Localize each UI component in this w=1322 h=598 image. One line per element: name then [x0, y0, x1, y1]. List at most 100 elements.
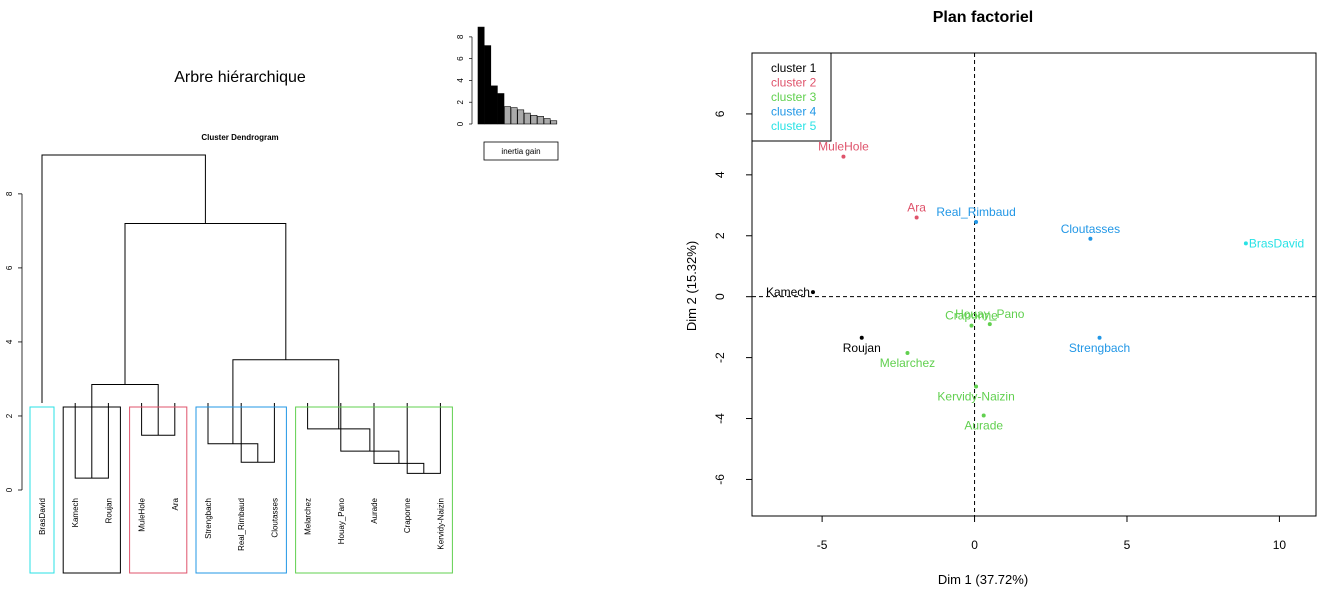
inertia-bar — [543, 118, 551, 125]
scatter-point — [974, 384, 979, 389]
cluster-box — [29, 406, 55, 574]
scatter-legend-entry: cluster 1 — [771, 61, 817, 75]
dendrogram-leaf-label: Kervidy-Naizin — [436, 498, 445, 550]
scatter-x-tick-label: 0 — [971, 538, 978, 552]
scatter-y-tick-label: 6 — [713, 110, 727, 117]
dendrogram-y-tick-label: 2 — [5, 413, 14, 418]
scatter-legend-entry: cluster 3 — [771, 90, 817, 104]
dendrogram-leaf-label: BrasDavid — [38, 498, 47, 535]
dendrogram-y-tick-label: 8 — [5, 191, 14, 196]
scatter-point — [969, 323, 974, 328]
inertia-bar — [490, 85, 498, 125]
dendrogram-y-tick-label: 6 — [5, 265, 14, 270]
scatter-point-label: Cloutasses — [1061, 222, 1120, 236]
dendrogram-branch — [406, 403, 441, 474]
inertia-bar — [530, 114, 538, 125]
scatter-point — [905, 351, 910, 356]
dendrogram-branch — [41, 154, 206, 404]
scatter-point — [841, 154, 846, 159]
inertia-bar — [517, 109, 525, 125]
scatter-y-tick-label: 4 — [713, 171, 727, 178]
dendrogram-leaf-label: Roujan — [104, 498, 113, 523]
dendrogram-y-tick-label: 4 — [5, 339, 14, 344]
scatter-point — [1243, 241, 1248, 246]
scatter-point-label: Houay_Pano — [955, 307, 1025, 321]
dendrogram-title: Arbre hiérarchique — [174, 69, 306, 86]
scatter-legend-entry: cluster 4 — [771, 105, 817, 119]
scatter-x-tick-label: 5 — [1124, 538, 1131, 552]
cluster-box — [129, 406, 188, 574]
scatter-point-label: Aurade — [964, 418, 1003, 432]
scatter-point-label: Roujan — [843, 341, 881, 355]
inertia-bar — [523, 112, 531, 125]
cluster-box — [62, 406, 121, 574]
scatter-y-tick-label: -4 — [713, 413, 727, 424]
dendrogram-leaf-label: MuleHole — [138, 497, 147, 531]
inertia-y-tick-label: 0 — [456, 121, 465, 126]
dendrogram-leaf-label: Craponne — [403, 497, 412, 533]
scatter-point — [974, 220, 979, 225]
scatter-y-tick-label: -2 — [713, 352, 727, 363]
scatter-ylabel: Dim 2 (15.32%) — [684, 241, 699, 331]
scatter-legend-entry: cluster 5 — [771, 119, 817, 133]
scatter-point — [987, 322, 992, 327]
scatter-x-tick-label: 10 — [1273, 538, 1287, 552]
inertia-y-tick-label: 2 — [456, 99, 465, 104]
dendrogram-leaf-label: Kamech — [71, 498, 80, 527]
dendrogram-leaf-label: Ara — [171, 497, 180, 510]
scatter-y-tick-label: -6 — [713, 474, 727, 485]
scatter-point — [859, 335, 864, 340]
inertia-bar-chart: 0 2 4 6 8 — [456, 26, 558, 126]
scatter-title: Plan factoriel — [933, 9, 1033, 26]
inertia-y-tick-label: 4 — [456, 78, 465, 83]
dendrogram-branch — [74, 403, 109, 479]
scatter-plot: -5 0 5 10 -6 -4 -2 0 2 4 6 Kamech Roujan MuleHole Ara C… — [713, 52, 1317, 552]
scatter-y-tick-label: 0 — [713, 293, 727, 300]
inertia-bar — [477, 26, 485, 125]
dendrogram-branch — [240, 403, 275, 463]
dendrogram-subtitle: Cluster Dendrogram — [201, 133, 278, 142]
dendrogram-leaf-label: Cloutasses — [270, 498, 279, 538]
scatter-point-label: Melarchez — [880, 356, 935, 370]
scatter-frame — [751, 52, 1317, 517]
scatter-legend-box — [751, 52, 832, 142]
dendrogram-y-tick-label: 0 — [5, 487, 14, 492]
inertia-bar — [537, 116, 544, 125]
inertia-bar — [504, 106, 511, 125]
inertia-bar — [510, 107, 518, 125]
dendrogram-branch — [91, 384, 159, 479]
scatter-legend-entry: cluster 2 — [771, 76, 817, 90]
cluster-box — [295, 406, 453, 574]
scatter-y-tick-label: 2 — [713, 232, 727, 239]
scatter-point-label: Craponne — [945, 309, 998, 323]
scatter-point-label: MuleHole — [818, 140, 869, 154]
inertia-bar — [550, 120, 558, 125]
scatter-xlabel: Dim 1 (37.72%) — [938, 572, 1028, 587]
scatter-point-label: Strengbach — [1069, 341, 1130, 355]
scatter-point-label: Kervidy-Naizin — [937, 390, 1014, 404]
scatter-point — [981, 413, 986, 418]
dendrogram: BrasDavid Kamech Roujan MuleHole Ara Strengba… — [5, 154, 453, 574]
dendrogram-leaf-label: Aurade — [370, 497, 379, 523]
dendrogram-leaf-label: Melarchez — [304, 498, 313, 535]
inertia-y-tick-label: 6 — [456, 56, 465, 61]
inertia-bar — [497, 93, 505, 125]
cluster-box — [195, 406, 287, 574]
scatter-point-label: Kamech — [766, 285, 810, 299]
dendrogram-leaf-label: Real_Rimbaud — [237, 498, 246, 551]
scatter-point-label: BrasDavid — [1249, 236, 1304, 250]
inertia-y-tick-label: 8 — [456, 34, 465, 39]
inertia-bar — [484, 45, 492, 125]
scatter-point-label: Ara — [907, 200, 926, 214]
dendrogram-branch — [232, 359, 340, 444]
dendrogram-leaf-label: Houay_Pano — [337, 497, 346, 544]
scatter-point — [1088, 236, 1093, 241]
dendrogram-branch — [124, 222, 287, 385]
inertia-legend-box — [483, 141, 559, 161]
inertia-legend-label: inertia gain — [501, 147, 540, 156]
scatter-point — [914, 215, 919, 220]
scatter-point-label: Real_Rimbaud — [936, 205, 1015, 219]
scatter-point — [810, 290, 815, 295]
scatter-point — [1097, 335, 1102, 340]
